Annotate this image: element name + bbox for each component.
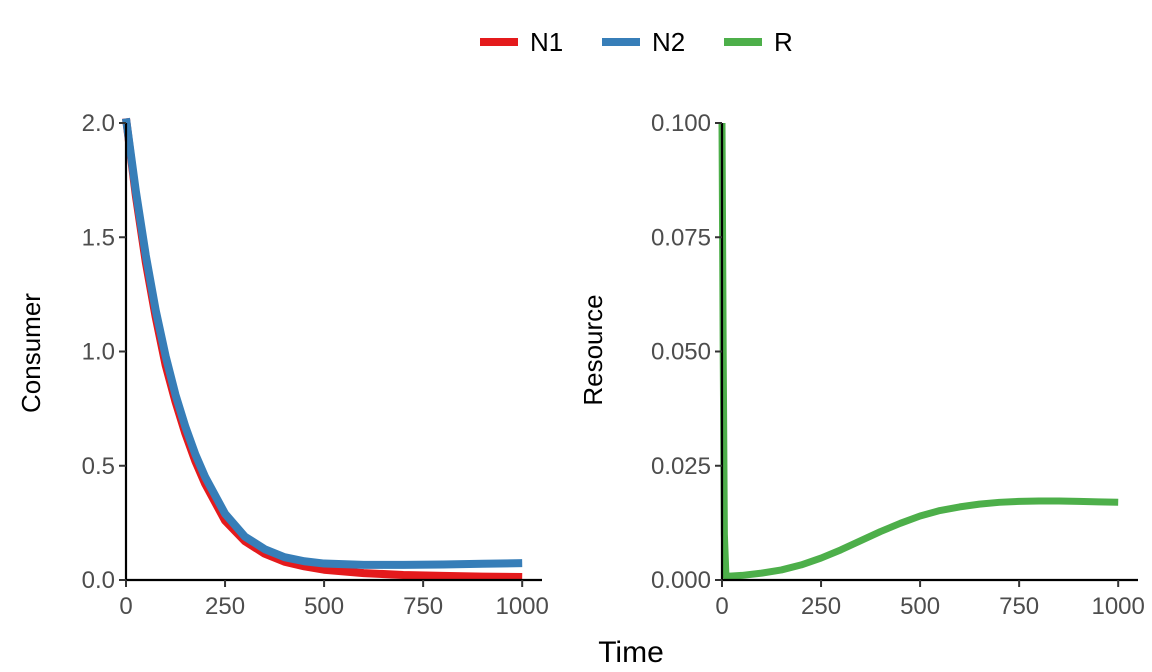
resource-series (718, 122, 1119, 580)
consumer-x-tick-label: 250 (205, 593, 245, 620)
resource-x-tick-label: 750 (999, 593, 1039, 620)
resource-x-tick-label: 0 (715, 593, 728, 620)
resource-y-tick-label: 0.025 (651, 453, 711, 480)
resource-series-r (718, 122, 1119, 580)
legend-item-n1: N1 (480, 27, 563, 57)
consumer-y-axis-title: Consumer (16, 293, 46, 413)
consumer-series-n1 (122, 117, 523, 582)
consumer-x-tick-label: 750 (403, 593, 443, 620)
legend-label-n1: N1 (530, 27, 563, 57)
resource-panel: Resource 0 250 500 750 1000 0.000 0.025 0.050 0.… (578, 110, 1145, 620)
consumer-y-tick-label: 1.5 (82, 224, 115, 251)
consumer-panel: Consumer 0 250 500 750 1000 0.0 0.5 1.0 1.5 2.0 (16, 110, 549, 620)
resource-x-tick-label: 1000 (1091, 593, 1144, 620)
legend-item-r: R (724, 27, 793, 57)
resource-x-tick-label: 500 (900, 593, 940, 620)
consumer-y-tick-label: 0.0 (82, 567, 115, 594)
legend-label-n2: N2 (652, 27, 685, 57)
resource-y-axis-title: Resource (578, 294, 608, 405)
legend-label-r: R (774, 27, 793, 57)
resource-x-tick-label: 250 (801, 593, 841, 620)
consumer-y-tick-label: 0.5 (82, 453, 115, 480)
resource-y-tick-label: 0.000 (651, 567, 711, 594)
consumer-x-tick-label: 0 (119, 593, 132, 620)
legend-item-n2: N2 (602, 27, 685, 57)
resource-y-tick-label: 0.075 (651, 224, 711, 251)
legend: N1 N2 R (480, 27, 793, 57)
consumer-series (122, 117, 523, 582)
consumer-series-n2 (122, 117, 523, 569)
x-axis-title: Time (598, 636, 664, 669)
consumer-y-tick-label: 2.0 (82, 110, 115, 137)
consumer-x-tick-label: 1000 (495, 593, 548, 620)
consumer-y-tick-label: 1.0 (82, 339, 115, 366)
resource-y-tick-label: 0.050 (651, 339, 711, 366)
consumer-x-tick-label: 500 (304, 593, 344, 620)
resource-y-tick-label: 0.100 (651, 110, 711, 137)
